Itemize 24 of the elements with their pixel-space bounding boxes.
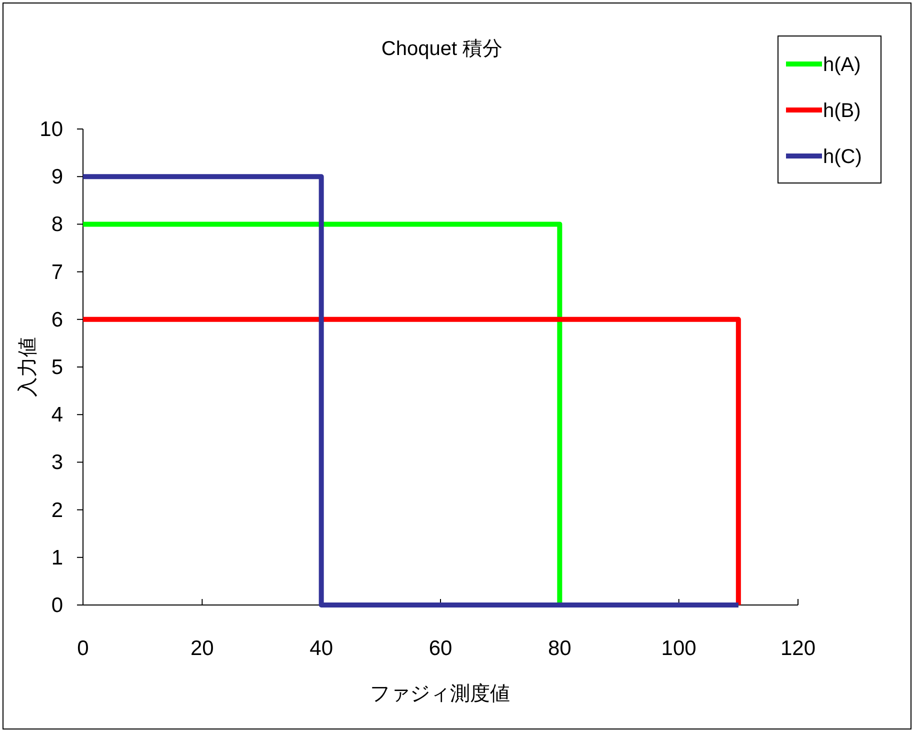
y-tick-label: 7: [51, 260, 63, 284]
legend-label: h(C): [823, 146, 862, 168]
y-tick-label: 4: [51, 404, 64, 427]
y-axis-title: 入力値: [17, 337, 39, 397]
y-tick-label: 0: [51, 594, 63, 617]
legend-label: h(A): [823, 54, 861, 76]
y-tick-label: 9: [51, 166, 63, 189]
x-tick-label: 0: [77, 637, 89, 660]
y-tick-label: 10: [40, 118, 63, 141]
legend-label: h(B): [823, 100, 861, 122]
y-tick-label: 8: [51, 213, 63, 236]
x-tick-label: 120: [780, 637, 816, 660]
chart-title: Choquet 積分: [381, 38, 503, 60]
x-tick-label: 40: [310, 637, 334, 660]
y-tick-label: 5: [51, 356, 63, 379]
x-tick-label: 60: [428, 637, 452, 660]
x-tick-label: 20: [190, 637, 214, 660]
y-tick-label: 6: [51, 308, 63, 332]
y-tick-label: 1: [51, 546, 63, 570]
x-tick-label: 80: [548, 637, 572, 660]
x-tick-label: 100: [661, 637, 696, 660]
y-tick-label: 3: [51, 451, 63, 474]
x-axis-title: ファジィ測度値: [370, 683, 510, 705]
y-tick-label: 2: [51, 498, 63, 522]
